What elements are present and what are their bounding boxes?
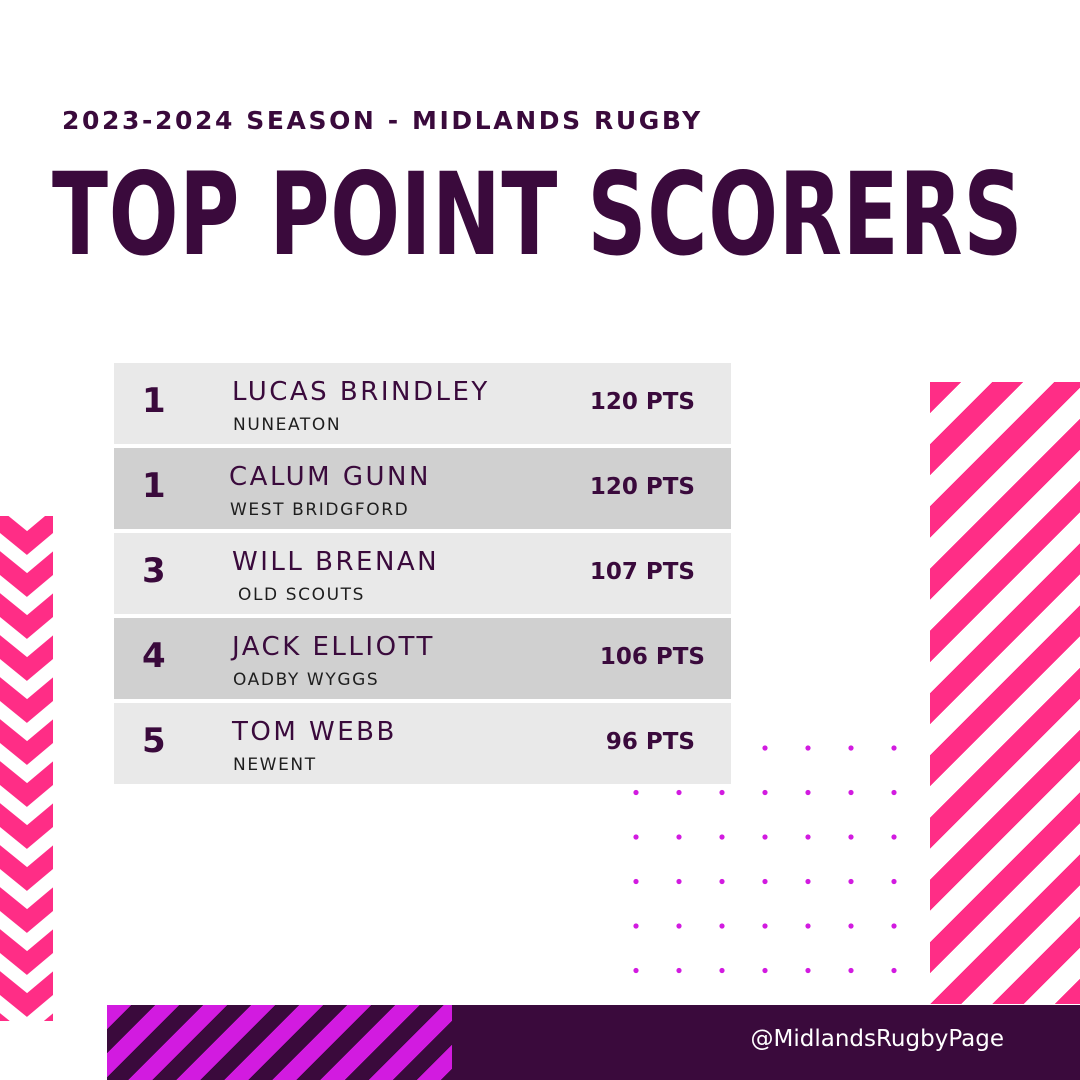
chevron-stripe — [0, 533, 53, 574]
decor-dot — [676, 789, 682, 796]
chevron-stripe — [0, 785, 53, 826]
chevron-stripe — [0, 995, 53, 1021]
decor-dot — [848, 878, 854, 885]
scorer-rank: 3 — [142, 551, 166, 591]
chevron-stripe — [0, 953, 53, 994]
decor-dot — [762, 923, 768, 929]
scorer-name: TOM WEBB — [232, 717, 397, 747]
decor-dot — [762, 834, 768, 840]
scorer-name: LUCAS BRINDLEY — [232, 377, 490, 407]
decor-dot — [805, 789, 811, 796]
scorer-rank: 1 — [142, 381, 166, 421]
decor-dot — [676, 967, 682, 974]
chevron-stripe — [0, 869, 53, 910]
chevron-stripe — [0, 617, 53, 658]
scorers-table: 1 LUCAS BRINDLEY NUNEATON 120 PTS 1 CALU… — [114, 363, 731, 788]
decor-dot — [891, 923, 897, 929]
scorer-rank: 4 — [142, 636, 166, 676]
chevron-stripe — [0, 827, 53, 868]
decor-dot — [805, 967, 811, 974]
pink-chevron-pattern — [0, 516, 53, 1021]
decor-dot — [719, 967, 725, 974]
decor-dot — [719, 878, 725, 885]
decor-dot — [676, 878, 682, 885]
decor-dot — [891, 834, 897, 840]
decor-dot — [805, 878, 811, 885]
decor-dot — [676, 834, 682, 840]
scorer-row: 1 LUCAS BRINDLEY NUNEATON 120 PTS — [114, 363, 731, 444]
magenta-dot-grid — [633, 745, 897, 974]
decor-dot — [633, 967, 639, 974]
scorer-name: JACK ELLIOTT — [232, 632, 435, 662]
decor-dot — [719, 789, 725, 796]
decor-dot — [676, 923, 682, 929]
scorer-club: OLD SCOUTS — [238, 585, 366, 605]
chevron-stripe — [0, 659, 53, 700]
scorer-rank: 1 — [142, 466, 166, 506]
decor-dot — [719, 834, 725, 840]
chevron-stripe — [0, 743, 53, 784]
scorer-points: 106 PTS — [599, 644, 705, 670]
scorer-rank: 5 — [142, 721, 166, 761]
decor-dot — [633, 923, 639, 929]
decor-dot — [762, 967, 768, 974]
scorer-row: 1 CALUM GUNN WEST BRIDGFORD 120 PTS — [114, 448, 731, 529]
scorer-name: WILL BRENAN — [232, 547, 440, 577]
scorer-points: 107 PTS — [589, 559, 695, 585]
scorer-points: 96 PTS — [605, 729, 695, 755]
chevron-pattern-svg — [0, 516, 53, 1021]
decor-dot — [762, 745, 768, 751]
magenta-footer-stripes — [107, 1005, 452, 1080]
decor-dot — [633, 834, 639, 840]
pink-diagonal-stripes — [930, 382, 1080, 1004]
decor-dot — [762, 878, 768, 885]
decor-dot — [805, 834, 811, 840]
scorer-row: 4 JACK ELLIOTT OADBY WYGGS 106 PTS — [114, 618, 731, 699]
chevron-lines — [0, 516, 53, 1021]
scorer-points: 120 PTS — [589, 474, 695, 500]
decor-dot — [891, 878, 897, 885]
decor-dot — [848, 745, 854, 751]
chevron-stripe — [0, 575, 53, 616]
page-title: TOP POINT SCORERS — [52, 148, 1024, 281]
scorer-name: CALUM GUNN — [229, 462, 431, 492]
scorer-row: 5 TOM WEBB NEWENT 96 PTS — [114, 703, 731, 784]
decor-dot — [891, 967, 897, 974]
season-subtitle: 2023-2024 SEASON - MIDLANDS RUGBY — [62, 106, 703, 135]
decor-dot — [633, 789, 639, 796]
chevron-stripe — [8, 516, 46, 532]
chevron-stripe — [0, 911, 53, 952]
scorer-club: OADBY WYGGS — [233, 670, 380, 690]
scorer-club: NEWENT — [233, 755, 317, 775]
footer-bar: @MidlandsRugbyPage — [107, 1005, 1080, 1080]
scorer-row: 3 WILL BRENAN OLD SCOUTS 107 PTS — [114, 533, 731, 614]
scorer-club: WEST BRIDGFORD — [230, 500, 410, 520]
decor-dot — [848, 834, 854, 840]
decor-dot — [848, 923, 854, 929]
scorer-club: NUNEATON — [233, 415, 342, 435]
decor-dot — [762, 789, 768, 796]
social-handle: @MidlandsRugbyPage — [750, 1026, 1005, 1052]
decor-dot — [891, 745, 897, 751]
chevron-stripe — [0, 701, 53, 742]
decor-dot — [633, 878, 639, 885]
decor-dot — [719, 923, 725, 929]
scorer-points: 120 PTS — [589, 389, 695, 415]
decor-dot — [891, 789, 897, 796]
decor-dot — [805, 745, 811, 751]
decor-dot — [848, 967, 854, 974]
decor-dot — [848, 789, 854, 796]
decor-dot — [805, 923, 811, 929]
